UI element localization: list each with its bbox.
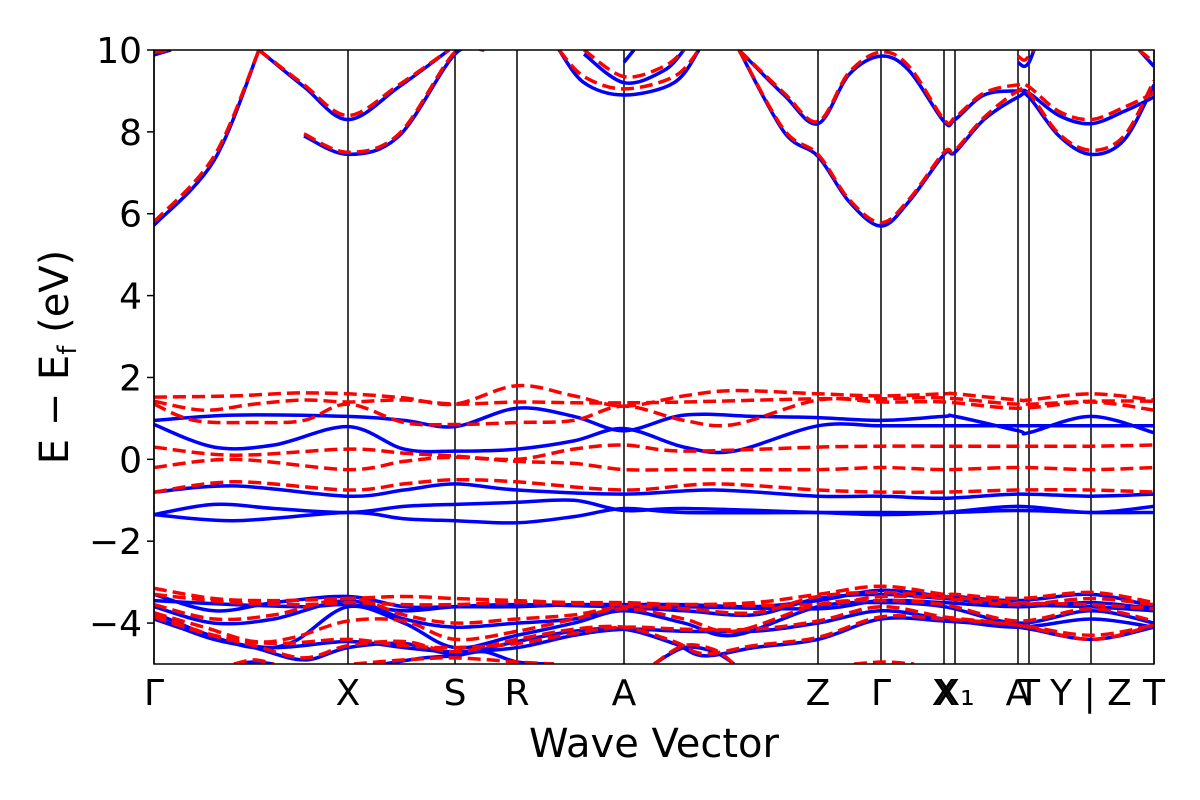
y-axis-ticks: 10 8 6 4 2 0 −2 −4 (89, 31, 154, 645)
band-dashed-red (154, 395, 1154, 412)
x-tick-label: S (444, 673, 467, 714)
x-tick-label: Γ (871, 673, 891, 714)
y-axis-title-subscript: f (53, 345, 83, 355)
y-axis-title-unit: (eV) (32, 250, 78, 346)
x-tick-label: T (1017, 673, 1041, 714)
y-tick-label: 8 (119, 113, 142, 154)
band-dashed-red (353, 656, 555, 664)
x-tick-label: T (1142, 673, 1166, 714)
band-dashed-red (154, 604, 1154, 650)
x-tick-label: A (612, 673, 637, 714)
y-tick-label: 6 (119, 195, 142, 236)
y-tick-label: −4 (89, 604, 142, 645)
x-axis-title: Wave Vector (529, 721, 780, 767)
y-axis-title: E − Ef (eV) (32, 250, 83, 465)
band-solid-blue (154, 50, 261, 227)
band-dashed-red (1016, 50, 1036, 62)
band-dashed-red (303, 50, 485, 155)
band-dashed-red (257, 50, 451, 118)
band-dashed-red (154, 443, 1154, 462)
band-dashed-red (653, 643, 736, 664)
band-dashed-red (154, 383, 1154, 408)
x-tick-label: X (932, 673, 957, 714)
x-tick-label: Z (806, 673, 831, 714)
band-solid-blue (154, 406, 1154, 436)
band-dashed-red (154, 455, 1154, 472)
band-dashed-red (737, 50, 1154, 126)
band-dashed-red (154, 477, 1154, 495)
band-solid-blue (154, 422, 1154, 455)
band-dashed-red (154, 396, 1154, 428)
x-tick-label: X₁ (935, 673, 974, 714)
band-dashed-red (557, 50, 701, 91)
band-solid-blue (1016, 50, 1036, 69)
band-solid-blue (557, 50, 701, 97)
kpoint-gridlines (153, 50, 1155, 664)
band-solid-blue (154, 482, 1154, 500)
y-tick-label: 0 (119, 440, 142, 481)
band-lines (154, 50, 1154, 664)
y-axis-title-main: E − E (32, 355, 78, 465)
band-dashed-red (154, 50, 172, 54)
band-solid-blue (622, 50, 636, 64)
band-solid-blue (653, 645, 735, 664)
x-tick-label: Γ (144, 673, 164, 714)
band-dashed-red (154, 592, 1154, 607)
x-tick-label: X (336, 673, 361, 714)
y-tick-label: 2 (119, 358, 142, 399)
x-tick-label: A (1006, 673, 1031, 714)
band-dashed-red (233, 658, 275, 664)
band-dashed-red (154, 50, 261, 224)
x-tick-label: R (504, 673, 529, 714)
y-tick-label: 4 (119, 277, 142, 318)
band-solid-blue (154, 506, 1154, 525)
band-dashed-red (154, 590, 1154, 625)
band-dashed-red (582, 50, 686, 79)
band-solid-blue (154, 616, 1154, 662)
band-dashed-red (154, 614, 1154, 660)
x-tick-label: Y | Z (1049, 673, 1132, 714)
band-dashed-red (154, 598, 1154, 644)
band-dashed-red (737, 50, 1154, 225)
y-tick-label: −2 (89, 522, 142, 563)
plot-frame (153, 49, 1155, 665)
y-tick-label: 10 (96, 31, 142, 72)
